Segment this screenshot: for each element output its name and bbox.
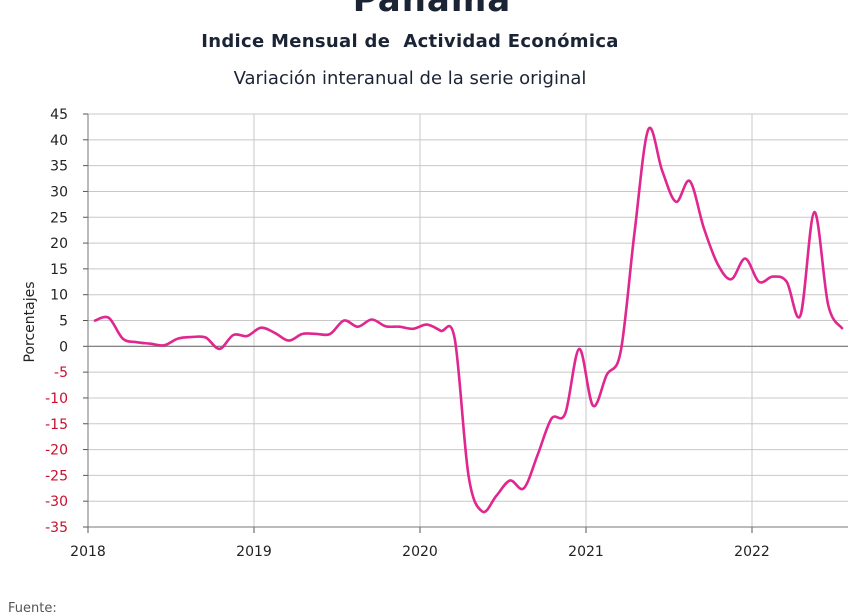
y-tick-label: 10 [50, 288, 68, 304]
chart-title: Panamá [352, 0, 512, 20]
line-chart: 454035302520151050-5-10-15-20-25-30-3520… [22, 107, 848, 560]
y-tick-label: -5 [54, 365, 68, 381]
y-tick-label: 45 [50, 107, 68, 123]
y-tick-label: 35 [50, 159, 68, 175]
y-tick-label: -20 [45, 443, 68, 459]
x-tick-label: 2020 [402, 544, 438, 560]
series-layer [93, 126, 844, 514]
y-tick-label: -10 [45, 391, 68, 407]
chart-subtitle: Indice Mensual de Actividad Económica [201, 31, 619, 52]
x-tick-label: 2019 [236, 544, 272, 560]
series-line [93, 126, 844, 514]
tick-labels: 454035302520151050-5-10-15-20-25-30-3520… [45, 107, 770, 560]
y-tick-label: 30 [50, 184, 68, 200]
y-tick-label: 25 [50, 210, 68, 226]
y-tick-label: 20 [50, 236, 68, 252]
chart-description: Variación interanual de la serie origina… [233, 68, 587, 89]
x-tick-label: 2018 [70, 544, 106, 560]
y-tick-label: 15 [50, 262, 68, 278]
x-tick-label: 2021 [568, 544, 604, 560]
axes [83, 113, 848, 533]
y-tick-label: -25 [45, 468, 68, 484]
source-label: Fuente: [8, 601, 57, 616]
y-axis-label: Porcentajes [22, 281, 38, 362]
y-tick-label: 0 [59, 339, 68, 355]
x-tick-label: 2022 [734, 544, 770, 560]
y-tick-label: -15 [45, 417, 68, 433]
y-tick-label: 5 [59, 314, 68, 330]
y-tick-label: -30 [45, 494, 68, 510]
y-tick-label: -35 [45, 520, 68, 536]
y-tick-label: 40 [50, 133, 68, 149]
